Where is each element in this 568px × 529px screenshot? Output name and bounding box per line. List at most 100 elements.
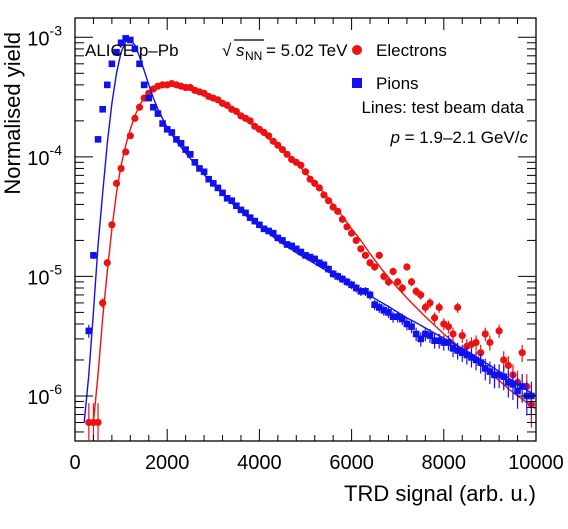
data-point-electrons — [421, 303, 429, 312]
data-point-electrons — [500, 356, 508, 364]
data-point-pions — [150, 103, 157, 111]
data-point-pions — [182, 146, 189, 153]
data-point-electrons — [94, 418, 102, 427]
legend-note: Lines: test beam data — [361, 98, 524, 117]
data-point-electrons — [504, 361, 512, 370]
y-tick-base: 10 — [27, 387, 49, 409]
data-point-pions — [449, 345, 457, 352]
data-point-electrons — [375, 251, 383, 259]
data-point-pions — [306, 253, 314, 261]
data-point-electrons — [371, 263, 379, 271]
legend-label-electrons: Electrons — [376, 41, 447, 60]
data-point-pions — [316, 259, 323, 267]
data-point-pions — [339, 275, 346, 283]
data-point-pions — [431, 337, 438, 344]
series-layer — [83, 35, 536, 441]
data-point-pions — [348, 281, 355, 289]
data-point-pions — [186, 151, 194, 158]
data-point-pions — [412, 330, 420, 338]
data-point-electrons — [472, 338, 480, 347]
data-point-pions — [477, 359, 484, 366]
data-point-electrons — [135, 103, 144, 111]
data-point-pions — [122, 35, 130, 42]
data-point-pions — [94, 136, 102, 143]
data-point-pions — [454, 347, 461, 354]
series-pions — [83, 35, 536, 423]
data-point-pions — [426, 332, 434, 339]
data-point-pions — [177, 139, 185, 147]
data-point-pions — [274, 234, 282, 242]
data-point-pions — [297, 248, 305, 256]
data-point-electrons — [338, 215, 346, 223]
data-point-pions — [292, 245, 300, 253]
data-point-pions — [371, 301, 378, 308]
data-point-pions — [159, 120, 166, 127]
data-point-pions — [394, 313, 401, 321]
data-point-pions — [99, 105, 106, 113]
data-point-pions — [352, 284, 360, 292]
data-point-electrons — [348, 229, 356, 237]
data-point-pions — [380, 307, 388, 314]
data-point-electrons — [352, 236, 360, 245]
data-point-pions — [518, 383, 526, 390]
data-point-electrons — [458, 331, 466, 340]
legend-marker-pions — [352, 78, 362, 88]
data-point-pions — [210, 180, 217, 187]
data-point-electrons — [324, 197, 333, 205]
data-point-pions — [136, 60, 143, 68]
data-point-electrons — [343, 223, 351, 231]
x-tick-label: 4000 — [237, 452, 282, 474]
data-point-pions — [269, 229, 277, 237]
data-point-pions — [481, 365, 489, 372]
data-point-pions — [509, 381, 517, 388]
data-point-electrons — [417, 291, 425, 299]
data-point-pions — [403, 320, 411, 328]
energy-s: s — [236, 41, 245, 60]
legend-label-pions: Pions — [376, 74, 419, 93]
data-point-pions — [103, 81, 111, 89]
data-point-pions — [505, 379, 512, 386]
data-point-electrons — [103, 259, 111, 267]
data-point-electrons — [311, 179, 319, 187]
data-point-electrons — [99, 299, 107, 307]
y-axis-title: Normalised yield — [0, 32, 25, 195]
data-point-electrons — [426, 299, 434, 307]
data-point-electrons — [394, 278, 402, 286]
data-point-electrons — [265, 132, 273, 140]
data-point-electrons — [384, 278, 393, 286]
data-point-pions — [168, 129, 176, 136]
data-point-pions — [399, 315, 406, 323]
data-point-electrons — [301, 168, 310, 176]
data-point-pions — [279, 237, 286, 244]
data-point-pions — [440, 339, 448, 346]
data-point-electrons — [278, 145, 287, 154]
x-tick-label: 2000 — [145, 452, 190, 474]
data-point-pions — [223, 195, 231, 202]
data-point-pions — [196, 165, 203, 172]
energy-label: √ s NN = 5.02 TeV — [222, 39, 348, 63]
data-point-electrons — [477, 349, 485, 357]
data-point-electrons — [449, 330, 457, 338]
data-point-electrons — [283, 150, 291, 158]
y-tick-label: 10-3 — [27, 22, 62, 50]
x-axis-title: TRD signal (arb. u.) — [344, 481, 536, 506]
data-point-electrons — [112, 179, 121, 187]
data-point-pions — [491, 371, 498, 379]
momentum-c: c — [520, 128, 529, 147]
data-point-electrons — [232, 107, 240, 115]
data-point-electrons — [435, 303, 443, 312]
data-point-electrons — [126, 132, 134, 140]
data-point-electrons — [315, 184, 323, 192]
data-point-pions — [408, 323, 415, 330]
data-point-pions — [463, 351, 471, 359]
data-point-pions — [302, 252, 309, 259]
data-point-pions — [385, 309, 392, 316]
data-point-electrons — [403, 263, 411, 271]
x-tick-label: 6000 — [329, 452, 374, 474]
data-point-pions — [228, 197, 236, 204]
data-point-pions — [163, 125, 171, 133]
data-point-electrons — [407, 278, 416, 286]
data-point-electrons — [389, 267, 397, 276]
y-tick-label: 10-4 — [27, 142, 62, 170]
data-point-pions — [191, 159, 199, 166]
